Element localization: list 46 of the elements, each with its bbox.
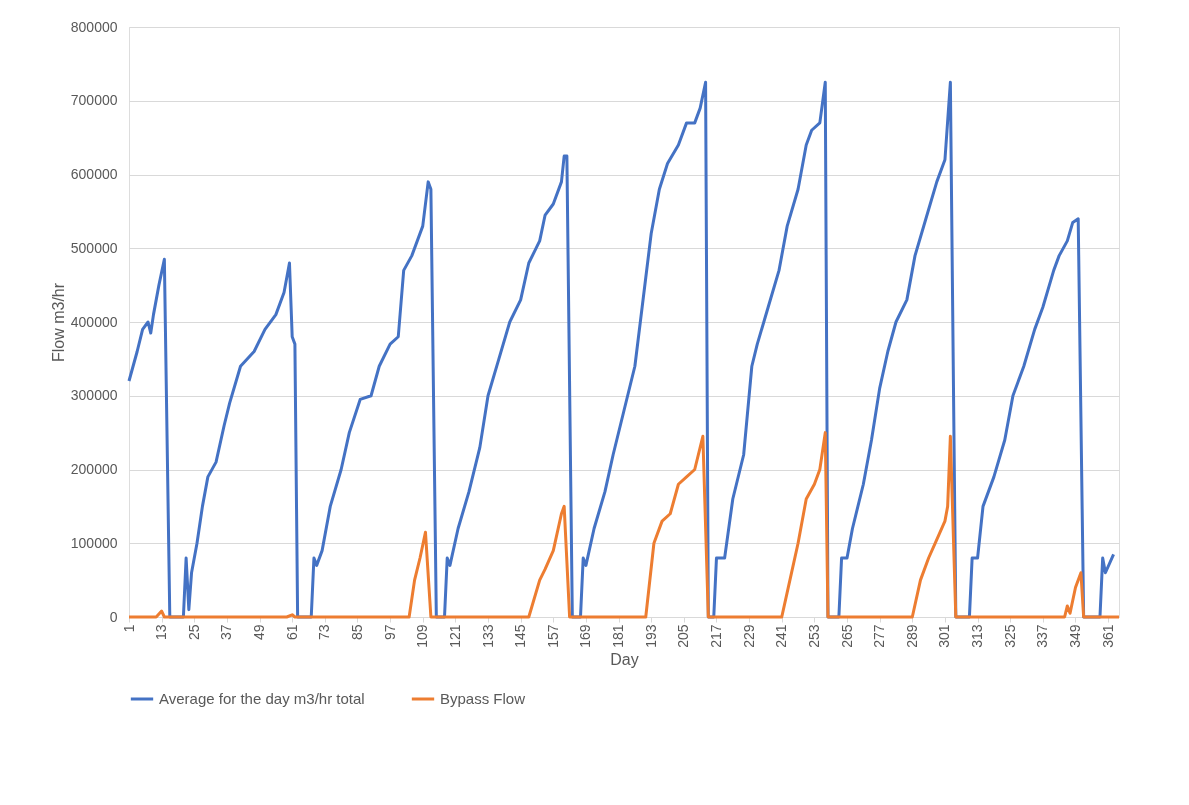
x-tick-label: 13 (153, 624, 170, 641)
y-tick-label: 200000 (70, 461, 118, 477)
x-tick-label: 169 (577, 624, 594, 648)
x-tick-label: 253 (805, 624, 822, 648)
x-tick-label: 313 (969, 624, 986, 648)
x-tick-label: 193 (642, 624, 659, 648)
x-tick-label: 229 (740, 624, 757, 648)
y-tick-label: 300000 (70, 387, 118, 404)
x-tick-label: 121 (446, 624, 463, 648)
x-tick-label: 277 (871, 624, 888, 648)
legend-label: Bypass Flow (440, 690, 526, 707)
x-tick-label: 325 (1001, 624, 1018, 648)
x-tick-label: 73 (316, 624, 333, 641)
x-tick-label: 1 (120, 624, 137, 633)
x-tick-label: 349 (1066, 624, 1083, 648)
legend-label: Average for the day m3/hr total (159, 690, 365, 707)
y-axis-title: Flow m3/hr (49, 282, 67, 363)
x-tick-label: 97 (381, 624, 398, 641)
x-tick-label: 361 (1099, 624, 1116, 648)
y-tick-label: 100000 (70, 534, 118, 551)
x-tick-label: 85 (348, 624, 365, 641)
x-tick-label: 217 (707, 624, 724, 648)
y-tick-label: 800000 (70, 18, 118, 35)
y-tick-label: 400000 (70, 313, 118, 330)
x-tick-label: 157 (544, 624, 561, 648)
x-tick-label: 145 (512, 624, 529, 648)
line-series (127, 431, 1121, 619)
x-tick-label: 337 (1034, 624, 1051, 648)
y-tick-label: 0 (109, 608, 118, 625)
x-tick-label: 133 (479, 624, 496, 648)
x-tick-label: 181 (610, 624, 627, 648)
x-tick-label: 37 (218, 624, 235, 641)
x-tick-label: 61 (283, 624, 300, 641)
x-tick-label: 109 (414, 624, 431, 648)
x-tick-label: 205 (675, 624, 692, 648)
x-tick-label: 301 (936, 624, 953, 648)
y-tick-label: 600000 (70, 166, 118, 182)
x-tick-label: 265 (838, 624, 855, 648)
y-tick-label: 500000 (70, 239, 118, 256)
x-axis-title: Day (610, 650, 639, 668)
x-tick-label: 25 (185, 624, 202, 641)
y-tick-label: 700000 (70, 92, 118, 109)
x-tick-label: 49 (251, 624, 268, 641)
x-tick-label: 241 (773, 624, 790, 648)
x-tick-label: 289 (903, 624, 920, 648)
line-series (127, 80, 1116, 619)
